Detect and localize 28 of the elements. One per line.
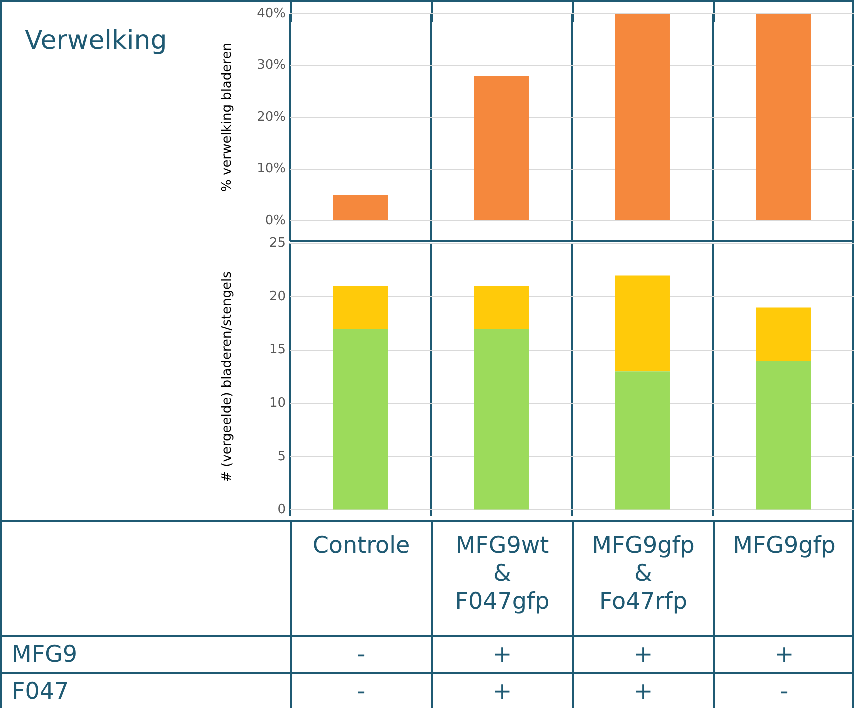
y-tick-label: 0% <box>265 213 286 228</box>
text: + <box>492 641 514 669</box>
y-tick-label: 0 <box>278 502 286 518</box>
text: + <box>632 678 654 706</box>
text: MFG9 <box>12 641 79 669</box>
text: - <box>356 678 367 706</box>
text: Verwelking <box>25 26 168 56</box>
text: + <box>492 678 514 706</box>
text: - <box>779 678 790 706</box>
text: F047 <box>12 678 70 706</box>
y-tick-label: 20 <box>269 289 286 304</box>
y-axis-title: # (vergeelde) bladeren/stengels <box>220 271 236 482</box>
y-tick-label: 5 <box>278 449 286 464</box>
y-tick-label: 10 <box>269 396 286 412</box>
x-tick-label: MFG9gfp <box>733 532 836 560</box>
y-axis-title: % verwelking bladeren <box>220 43 236 192</box>
y-tick-label: 15 <box>269 342 286 358</box>
x-tick-label: MFG9gfp & Fo47rfp <box>592 532 695 616</box>
x-tick-label: Controle <box>312 532 410 560</box>
y-tick-label: 40% <box>257 6 286 22</box>
x-tick-label: MFG9wt & F047gfp <box>455 532 550 616</box>
y-tick-label: 25 <box>269 236 286 252</box>
text: + <box>632 641 654 669</box>
y-tick-label: 20% <box>257 110 286 125</box>
text: - <box>356 641 367 669</box>
y-tick-label: 30% <box>257 58 286 74</box>
text: + <box>774 641 796 669</box>
y-tick-label: 10% <box>257 162 286 177</box>
